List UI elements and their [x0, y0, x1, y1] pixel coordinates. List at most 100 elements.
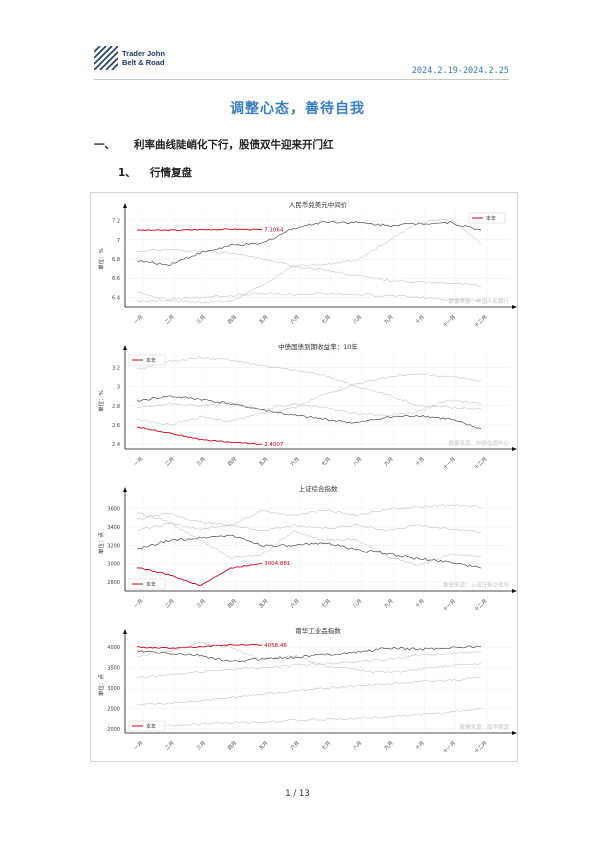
- x-tick-label: 九月: [383, 313, 395, 325]
- document-title: 调整心态，善待自我: [230, 101, 365, 117]
- legend-box: [128, 354, 166, 366]
- page-number: 1 / 13: [285, 789, 310, 799]
- chart-panel-4: 南华工业品指数 2000 2500 3000 3500 4000 一月 二月 三月 四月 五月 六月 七…: [97, 626, 517, 755]
- x-tick-label: 一月: [133, 598, 144, 609]
- series-current-year: [136, 426, 263, 445]
- legend-label: 本年: [146, 357, 156, 364]
- x-tick-label: 十月: [414, 455, 426, 467]
- x-tick-label: 十月: [414, 597, 426, 609]
- series-prior-year: [136, 651, 482, 679]
- x-tick-label: 四月: [227, 740, 238, 751]
- report-date-range: 2024.2.19-2024.2.25: [411, 66, 509, 76]
- logo-stripes-icon: [94, 46, 118, 70]
- data-source-label: 数据来源：南华期货: [459, 723, 509, 731]
- x-tick-label: 五月: [258, 314, 269, 325]
- x-tick-label: 一月: [133, 314, 144, 325]
- y-tick-label: 7.2: [112, 219, 120, 225]
- x-tick-label: 二月: [164, 740, 175, 751]
- data-source-label: 数据来源：中国人民银行: [448, 297, 509, 305]
- x-tick-label: 二月: [164, 456, 175, 467]
- y-axis-label: 单位：点: [97, 532, 105, 555]
- subsection-text: 行情复盘: [150, 167, 192, 179]
- series-prior-year: [136, 707, 482, 728]
- x-tick-label: 一月: [133, 456, 144, 467]
- x-tick-label: 八月: [352, 314, 363, 325]
- x-tick-label: 十二月: [473, 455, 489, 471]
- y-axis-arrow-icon: [123, 629, 127, 634]
- series-current-year: [136, 562, 263, 587]
- x-tick-label: 十一月: [442, 739, 458, 755]
- y-tick-label: 3000: [107, 562, 120, 568]
- last-value-label: 3004.881: [264, 561, 290, 567]
- x-tick-label: 三月: [196, 598, 207, 609]
- series-prior-year: [136, 248, 482, 287]
- x-tick-label: 十二月: [473, 313, 489, 329]
- x-tick-label: 九月: [383, 597, 395, 609]
- x-tick-label: 四月: [227, 598, 238, 609]
- x-tick-label: 七月: [320, 597, 332, 609]
- chart-title: 中债国债到期收益率：10年: [278, 342, 358, 351]
- x-tick-label: 七月: [320, 455, 332, 467]
- logo-line-1: Trader John: [122, 49, 165, 58]
- x-tick-label: 四月: [227, 456, 238, 467]
- section-heading: 一、 利率曲线陡峭化下行，股债双牛迎来开门红: [94, 137, 334, 152]
- x-tick-label: 五月: [258, 740, 269, 751]
- x-tick-label: 六月: [289, 313, 301, 325]
- last-value-label: 4058.46: [264, 643, 287, 649]
- x-tick-label: 七月: [320, 739, 332, 751]
- x-tick-label: 八月: [352, 456, 363, 467]
- y-tick-label: 2800: [107, 580, 120, 586]
- x-tick-label: 八月: [352, 598, 363, 609]
- x-tick-label: 三月: [196, 314, 207, 325]
- y-axis-label: 单位：%: [97, 390, 105, 412]
- data-source-label: 数据来源：中债估值中心: [448, 439, 509, 447]
- y-axis-arrow-icon: [123, 203, 127, 208]
- chart-panel-2: 中债国债到期收益率：10年 2.4 2.6 2.8 3 3.2 一月 二月 三月 四月 五月 六月 七月…: [97, 342, 517, 471]
- series-prior-year: [136, 372, 482, 426]
- x-tick-label: 六月: [289, 455, 301, 467]
- y-tick-label: 6.8: [112, 257, 120, 263]
- legend-label: 本年: [146, 581, 156, 588]
- y-tick-label: 2000: [107, 727, 120, 733]
- series-prior-year: [136, 291, 482, 302]
- market-review-figure: 人民币兑美元中间价 6.4 6.6 6.8 7 7.2 一月 二月 三月 四月 五月 六月 七月 八月 九月…: [90, 192, 518, 762]
- y-tick-label: 3000: [107, 686, 120, 692]
- series-prior-year: [136, 395, 482, 430]
- y-tick-label: 3400: [107, 525, 120, 531]
- series-prior-year: [136, 504, 482, 527]
- data-source-label: 数据来源：上海证券交易所: [443, 581, 510, 589]
- y-tick-label: 2.4: [112, 442, 120, 448]
- x-tick-label: 二月: [164, 314, 175, 325]
- x-tick-label: 十月: [414, 739, 426, 751]
- x-axis-arrow-icon: [512, 589, 517, 593]
- legend-box: [128, 720, 166, 732]
- series-current-year: [136, 643, 263, 649]
- last-value-label: 7.1064: [264, 228, 284, 234]
- legend-label: 本年: [486, 215, 496, 222]
- x-tick-label: 一月: [133, 740, 144, 751]
- x-tick-label: 九月: [383, 455, 395, 467]
- y-tick-label: 4000: [107, 645, 120, 651]
- x-tick-label: 十一月: [442, 597, 458, 613]
- series-prior-year: [136, 356, 482, 410]
- chart-panel-1: 人民币兑美元中间价 6.4 6.6 6.8 7 7.2 一月 二月 三月 四月 五月 六月 七月 八月 九月…: [97, 200, 517, 329]
- y-axis-label: 单位：点: [97, 674, 105, 697]
- legend-box: [128, 578, 166, 590]
- series-prior-year: [136, 642, 482, 674]
- section-number: 一、: [94, 139, 115, 151]
- y-tick-label: 2.8: [112, 404, 120, 410]
- y-tick-label: 7: [117, 238, 120, 244]
- x-tick-label: 九月: [383, 739, 395, 751]
- y-tick-label: 6.4: [112, 295, 120, 301]
- last-value-label: 2.4007: [264, 442, 284, 448]
- company-logo: Trader John Belt & Road: [94, 46, 165, 70]
- x-tick-label: 四月: [227, 314, 238, 325]
- series-prior-year: [136, 534, 482, 569]
- x-tick-label: 五月: [258, 456, 269, 467]
- y-tick-label: 3.2: [112, 365, 120, 371]
- series-current-year: [136, 228, 263, 232]
- x-tick-label: 七月: [320, 313, 332, 325]
- x-tick-label: 十一月: [442, 313, 458, 329]
- y-tick-label: 3500: [107, 666, 120, 672]
- chart-title: 人民币兑美元中间价: [289, 200, 348, 209]
